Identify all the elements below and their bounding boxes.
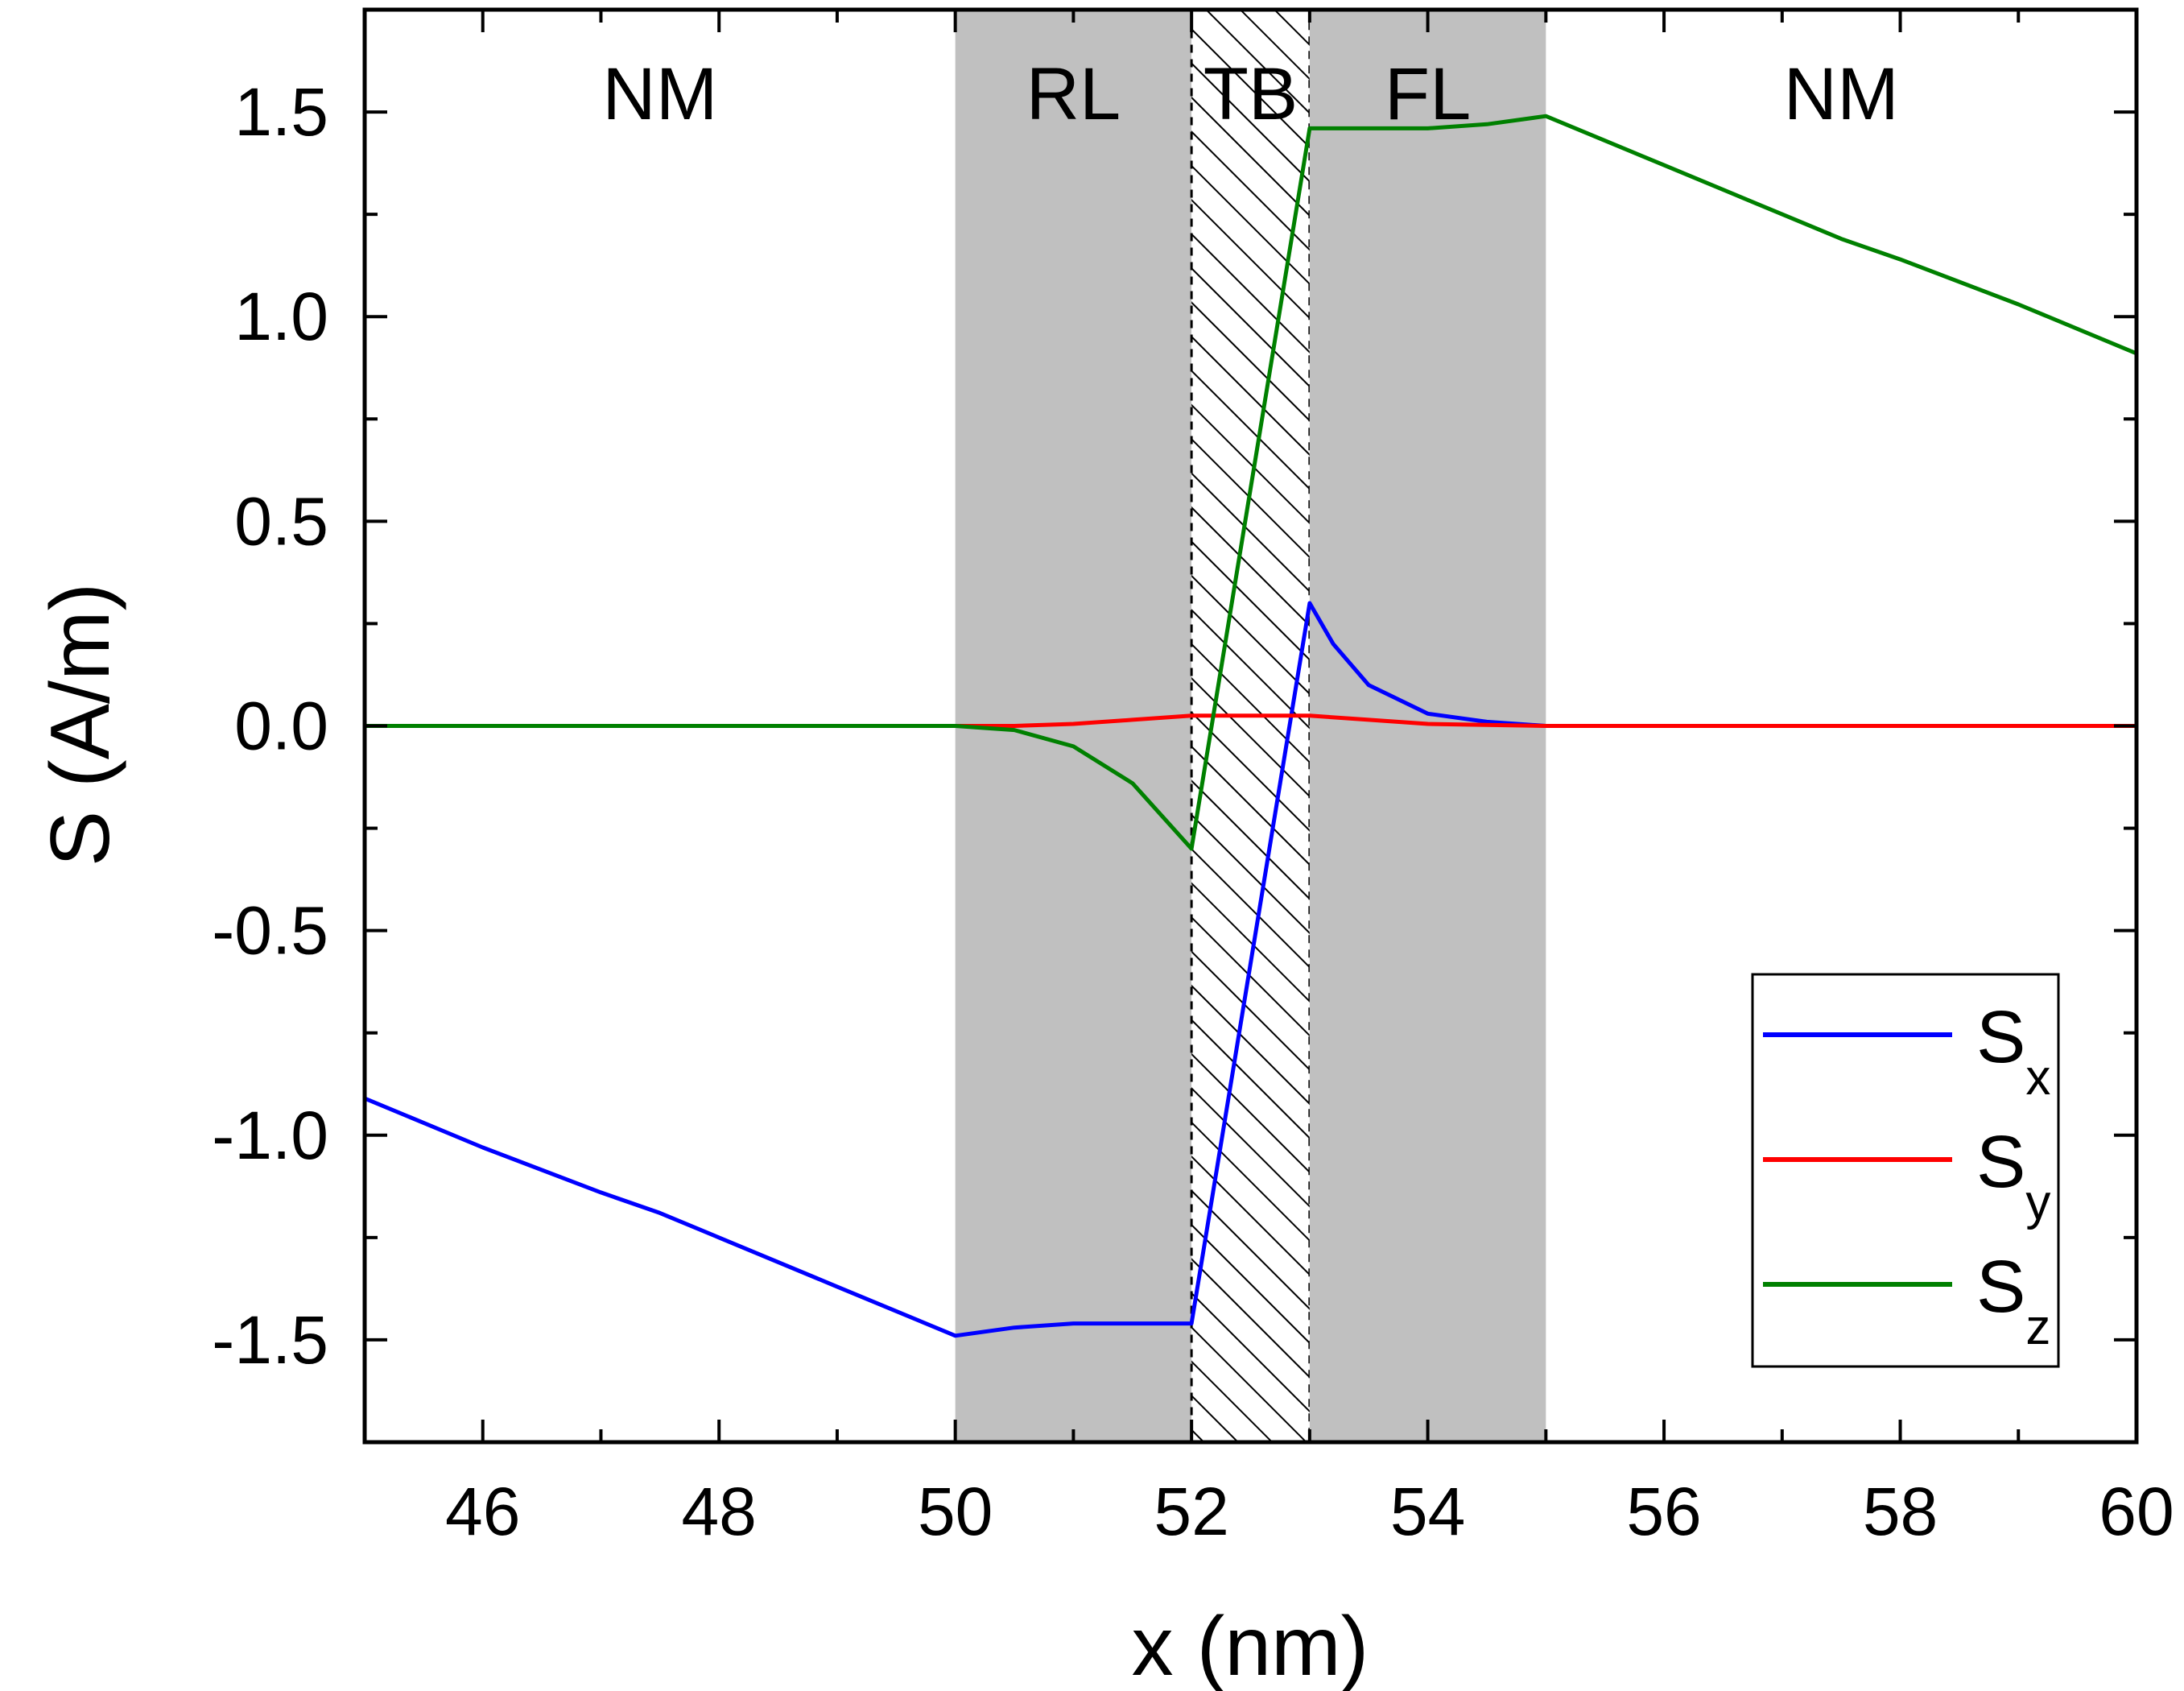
y-tick-label: 1.5 xyxy=(234,74,328,150)
legend-label-subscript: x xyxy=(2025,1050,2050,1106)
region-label-nm: NM xyxy=(1784,53,1899,135)
x-tick-label: 54 xyxy=(1390,1474,1465,1549)
legend-label-subscript: z xyxy=(2025,1300,2050,1355)
series-lines xyxy=(365,114,2137,1338)
y-tick-label: -0.5 xyxy=(212,893,328,969)
region-label-tb: TB xyxy=(1203,53,1298,135)
axis-tick-labels: 46 48 50 52 54 56 58 60 -1.5 -1.0 -0.5 0.0 0.5 1.0 1.5 xyxy=(212,74,2174,1549)
x-tick-label: 50 xyxy=(918,1474,993,1549)
series-line-sy xyxy=(365,713,2137,728)
x-axis-label: x (nm) xyxy=(1132,1600,1369,1691)
series-line-sz xyxy=(365,114,2137,851)
region-labels: NM RL TB FL NM xyxy=(602,53,1898,135)
y-tick-label: -1.5 xyxy=(212,1302,328,1378)
axis-ticks xyxy=(363,8,2138,1444)
y-tick-label: 1.0 xyxy=(234,279,328,354)
legend-box xyxy=(1751,973,2060,1368)
y-tick-label: 0.5 xyxy=(234,483,328,559)
x-tick-label: 48 xyxy=(681,1474,756,1549)
y-axis-label: S (A/m) xyxy=(34,583,127,866)
series-line-sx xyxy=(365,601,2137,1338)
x-tick-label: 58 xyxy=(1863,1474,1938,1549)
y-tick-label: -1.0 xyxy=(212,1098,328,1173)
region-label-fl: FL xyxy=(1385,53,1471,135)
x-tick-label: 52 xyxy=(1154,1474,1228,1549)
region-label-rl: RL xyxy=(1026,53,1121,135)
legend-label-subscript: y xyxy=(2025,1175,2050,1230)
region-label-nm: NM xyxy=(602,53,717,135)
y-tick-label: 0.0 xyxy=(234,688,328,764)
x-tick-label: 56 xyxy=(1626,1474,1701,1549)
x-tick-label: 46 xyxy=(445,1474,520,1549)
x-tick-label: 60 xyxy=(2099,1474,2174,1549)
